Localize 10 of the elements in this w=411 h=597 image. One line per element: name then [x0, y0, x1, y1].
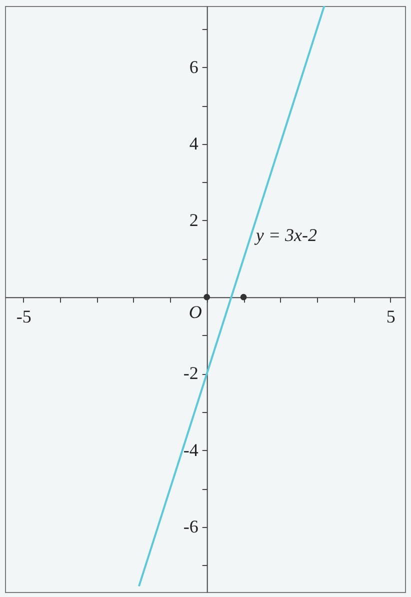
x-tick-label: -5 — [16, 306, 32, 327]
y-tick-label: 6 — [189, 56, 198, 77]
y-tick-label: -6 — [183, 516, 198, 536]
annotation: O — [188, 302, 202, 322]
y-tick-label: -4 — [183, 440, 198, 460]
y-tick-label: -2 — [183, 363, 198, 384]
annotation: y = 3x-2 — [254, 224, 317, 245]
y-tick-label: 4 — [189, 133, 198, 154]
y-tick-label: 2 — [189, 210, 198, 230]
x-tick-label: 5 — [386, 306, 396, 327]
